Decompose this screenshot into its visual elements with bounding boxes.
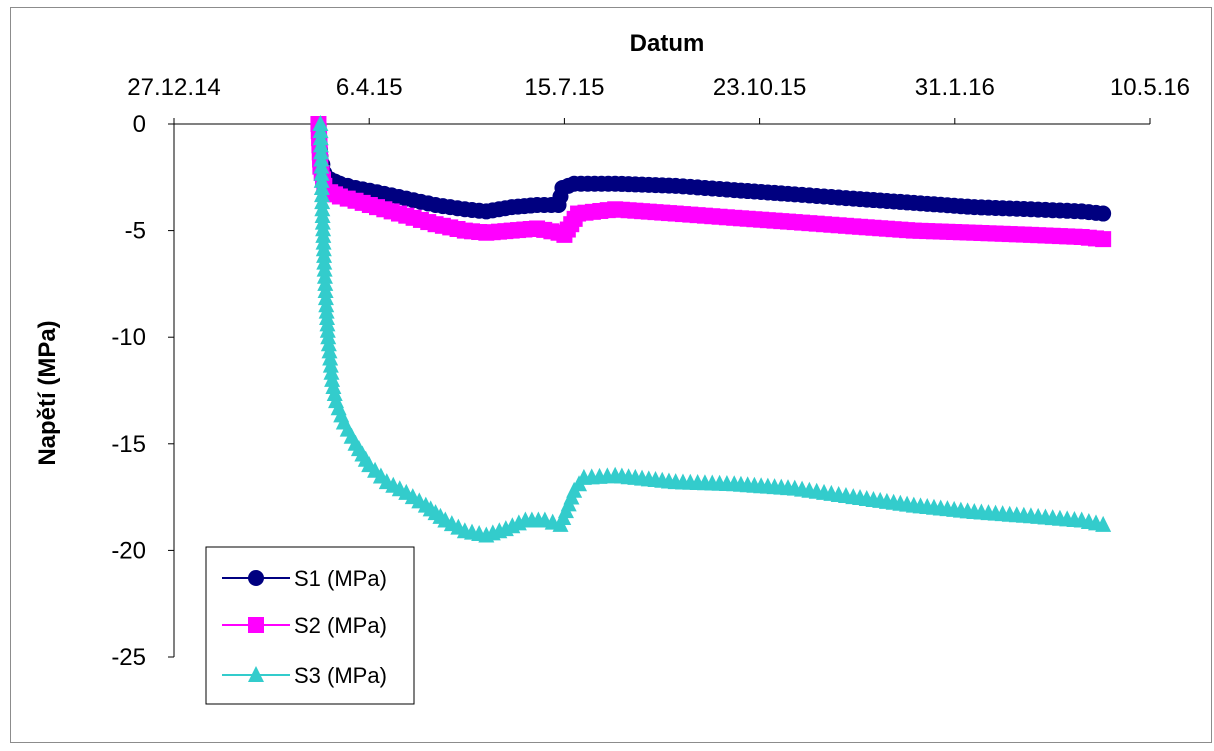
series-3-point (320, 335, 337, 352)
series-3-point (324, 370, 341, 387)
series-2 (310, 116, 1112, 248)
y-tick-label: -15 (111, 431, 146, 458)
x-tick-label: 27.12.14 (127, 74, 220, 101)
x-tick-label: 15.7.15 (524, 74, 604, 101)
y-tick-label: -5 (125, 218, 146, 245)
y-tick-label: -25 (111, 644, 146, 671)
y-tick-label: -20 (111, 537, 146, 564)
legend-label-1: S1 (MPa) (294, 566, 387, 591)
x-axis-title: Datum (630, 30, 705, 57)
series-3-point (320, 328, 337, 345)
series-3-point (326, 385, 343, 402)
legend-marker-2 (248, 617, 264, 633)
series-3-point (325, 377, 342, 394)
legend-marker-3 (248, 666, 264, 682)
y-tick-label: -10 (111, 324, 146, 351)
series-3-point (1095, 515, 1112, 532)
series-2-point (1095, 231, 1112, 248)
series-3 (312, 115, 1112, 543)
series-3-point (322, 349, 339, 366)
x-tick-label: 23.10.15 (713, 74, 806, 101)
series-1 (310, 116, 1112, 222)
series-3-point (321, 342, 338, 359)
y-tick-label: 0 (133, 111, 146, 138)
series-layer (310, 115, 1112, 543)
axes: 27.12.14 6.4.15 15.7.15 23.10.15 31.1.16 10.5… (111, 74, 1190, 671)
legend-marker-1 (248, 570, 264, 586)
legend-label-3: S3 (MPa) (294, 663, 387, 688)
x-tick-label: 6.4.15 (336, 74, 403, 101)
legend-label-2: S2 (MPa) (294, 613, 387, 638)
series-3-point (323, 363, 340, 380)
series-1-point (1095, 205, 1112, 222)
legend: S1 (MPa) S2 (MPa) S3 (MPa) (205, 546, 415, 705)
y-axis-title: Napětí (MPa) (34, 320, 61, 465)
x-tick-label: 31.1.16 (915, 74, 995, 101)
series-3-point (322, 356, 339, 373)
x-tick-label: 10.5.16 (1110, 74, 1190, 101)
